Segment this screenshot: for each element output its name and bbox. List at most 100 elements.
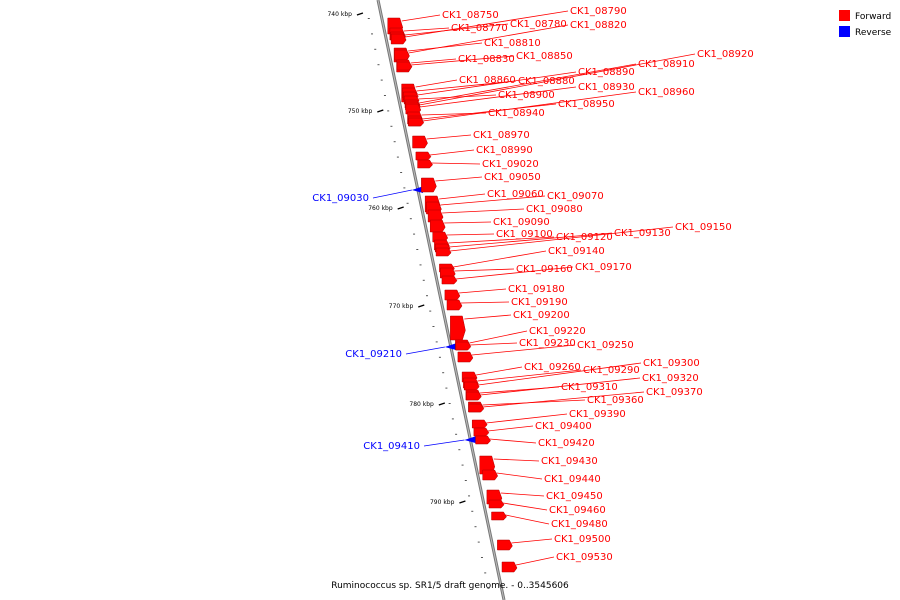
major-tick	[418, 304, 425, 308]
label-leader	[408, 24, 569, 54]
minor-tick	[471, 510, 474, 512]
gene-label: CK1_08920	[697, 49, 754, 60]
tick-label: 750 kbp	[348, 108, 373, 115]
gene-label: CK1_08810	[484, 38, 541, 49]
gene-feature-forward	[396, 61, 413, 71]
minor-tick	[480, 557, 483, 558]
label-leader	[446, 233, 495, 236]
label-leader	[422, 91, 637, 122]
minor-tick	[461, 464, 464, 466]
gene-label: CK1_08890	[578, 67, 635, 78]
gene-label: CK1_08940	[488, 108, 545, 119]
gene-label: CK1_09060	[487, 189, 544, 200]
gene-features	[387, 17, 518, 573]
label-leader	[453, 250, 547, 268]
gene-feature-forward	[421, 177, 437, 193]
label-leader	[454, 268, 515, 272]
label-leader	[496, 472, 543, 480]
gene-label: CK1_09070	[547, 191, 604, 202]
minor-tick	[380, 79, 383, 81]
minor-tick	[400, 172, 403, 173]
gene-label: CK1_09420	[538, 438, 595, 449]
gene-label: CK1_08790	[570, 6, 627, 17]
label-leader	[477, 369, 582, 382]
gene-label: CK1_09030	[312, 193, 369, 204]
label-leader	[482, 391, 645, 408]
major-tick	[397, 206, 404, 210]
minor-tick	[377, 64, 380, 66]
label-leader	[403, 27, 450, 32]
gene-label: CK1_09200	[513, 310, 570, 321]
gene-label: CK1_08880	[518, 76, 575, 87]
tick-label: 790 kbp	[430, 499, 455, 506]
label-leader	[487, 425, 534, 432]
legend-swatch-forward	[839, 10, 850, 21]
gene-feature-forward	[394, 49, 410, 61]
label-leader	[460, 301, 510, 304]
gene-label: CK1_08750	[442, 10, 499, 21]
label-leader	[435, 176, 483, 182]
minor-tick	[413, 233, 416, 235]
gene-label: CK1_08930	[578, 82, 635, 93]
gene-feature-forward	[501, 561, 518, 573]
label-leader	[401, 14, 441, 22]
gene-feature-forward	[475, 435, 491, 445]
minor-tick	[484, 572, 487, 574]
label-leader	[469, 342, 518, 346]
gene-feature-forward	[482, 469, 498, 481]
gene-label: CK1_08990	[476, 145, 533, 156]
gene-label: CK1_08960	[638, 87, 695, 98]
gene-feature-forward	[446, 299, 463, 311]
legend-label-reverse: Reverse	[855, 28, 892, 38]
label-leader	[423, 439, 465, 447]
gene-label: CK1_09480	[551, 519, 608, 530]
gene-label: CK1_09080	[526, 204, 583, 215]
gene-label: CK1_09370	[646, 387, 703, 398]
major-tick	[356, 12, 364, 16]
label-leader	[450, 226, 674, 252]
label-leader	[478, 362, 642, 386]
minor-tick	[383, 95, 386, 96]
minor-tick	[438, 356, 441, 358]
gene-feature-forward	[463, 381, 480, 391]
minor-tick	[422, 279, 425, 281]
minor-tick	[429, 310, 432, 312]
tick-label: 770 kbp	[389, 303, 414, 310]
gene-feature-forward	[468, 403, 485, 413]
gene-label: CK1_09120	[556, 232, 613, 243]
gene-label: CK1_09310	[561, 382, 618, 393]
gene-label: CK1_08950	[558, 99, 615, 110]
label-leader	[515, 556, 555, 566]
gene-label: CK1_09170	[575, 262, 632, 273]
major-ticks: 740 kbp 750 kbp 760 kbp 770 kbp 780 kbp 790 k…	[327, 11, 466, 506]
minor-tick	[396, 156, 399, 158]
gene-feature-forward	[390, 33, 407, 45]
gene-label: CK1_09210	[345, 349, 402, 360]
gene-feature-reverse	[464, 436, 477, 443]
gene-feature-forward	[455, 341, 472, 351]
label-leader	[458, 288, 507, 294]
label-leader	[448, 236, 555, 244]
minor-tick	[451, 418, 454, 420]
label-leader	[431, 162, 481, 165]
label-leader	[500, 492, 545, 497]
gene-label: CK1_08970	[473, 130, 530, 141]
label-leader	[410, 58, 457, 64]
gene-label: CK1_09050	[484, 172, 541, 183]
tick-label: 780 kbp	[409, 401, 434, 408]
label-leader	[439, 193, 486, 200]
minor-tick	[387, 110, 390, 112]
label-leader	[417, 71, 577, 96]
minor-tick	[477, 541, 480, 543]
gene-feature-forward	[435, 247, 452, 257]
gene-feature-reverse	[444, 343, 457, 350]
gene-label: CK1_09250	[577, 340, 634, 351]
gene-label: CK1_08820	[570, 20, 627, 31]
label-leader	[429, 149, 475, 156]
label-leader	[489, 438, 537, 444]
gene-label: CK1_08830	[458, 54, 515, 65]
gene-feature-forward	[450, 315, 466, 341]
gene-label: CK1_09090	[493, 217, 550, 228]
label-leader	[405, 346, 445, 355]
